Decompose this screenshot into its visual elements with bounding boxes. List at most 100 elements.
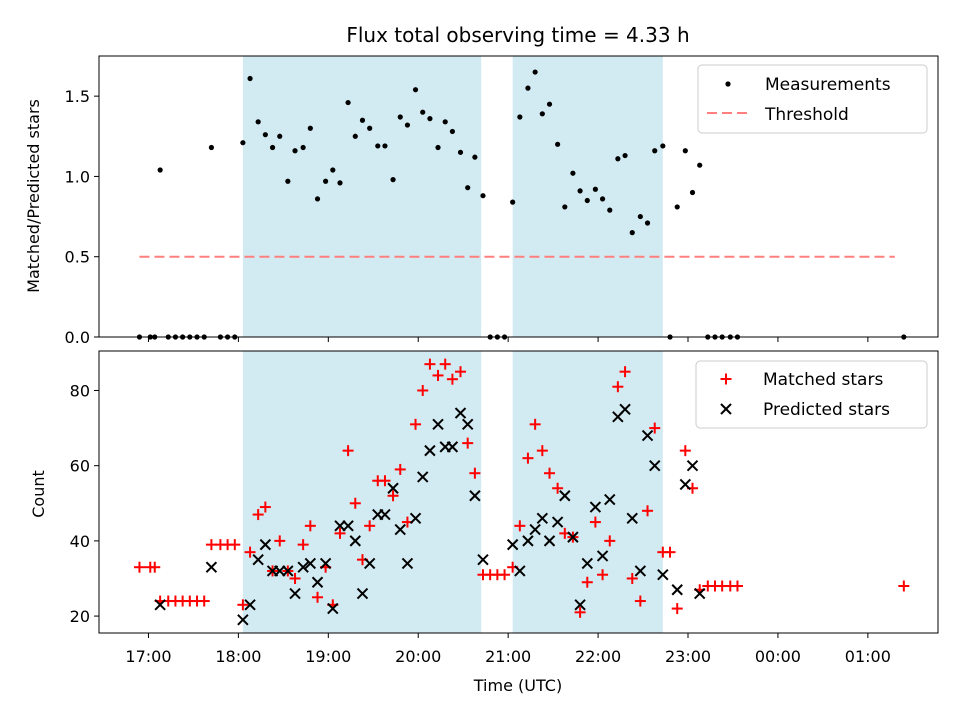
- measurement-point-10: [208, 144, 215, 151]
- matched-point-72: [671, 603, 683, 615]
- predicted-point-43: [567, 531, 579, 543]
- measurement-point-66: [629, 230, 635, 236]
- predicted-point-28: [432, 418, 444, 431]
- measurement-point-68: [644, 220, 651, 226]
- matched-point-41: [439, 358, 451, 370]
- legend-measurements-label: Measurements: [765, 75, 891, 95]
- matched-point-29: [349, 497, 361, 509]
- predicted-point-47: [596, 550, 609, 562]
- matched-point-16: [252, 509, 264, 521]
- predicted-point-31: [454, 407, 467, 419]
- predicted-point-45: [581, 557, 593, 570]
- xtick-label-3: 20:00: [395, 647, 441, 666]
- measurement-point-32: [375, 143, 381, 149]
- measurement-point-55: [546, 101, 553, 107]
- top-panel: 0.0 0.5 1.0 1.5 Matched/Predicted stars Mea…: [24, 55, 939, 347]
- bottom-shaded-span-0: [242, 351, 482, 633]
- matched-point-52: [522, 452, 534, 464]
- predicted-point-48: [604, 493, 616, 506]
- measurement-point-33: [382, 143, 388, 149]
- matched-point-43: [454, 366, 466, 378]
- predicted-point-38: [529, 523, 541, 536]
- measurement-point-23: [307, 125, 313, 131]
- predicted-point-22: [387, 482, 399, 494]
- predicted-point-21: [379, 508, 391, 521]
- measurement-point-63: [607, 207, 613, 213]
- measurement-point-14: [240, 140, 246, 146]
- matched-point-15: [244, 546, 256, 558]
- predicted-point-9: [289, 587, 301, 600]
- legend-predicted-cross: [720, 403, 732, 415]
- measurement-point-62: [599, 196, 606, 202]
- bottom-panel: 20 40 60 80 17:00 18:00 19:00 20:00 21:00 22:00 2…: [29, 350, 939, 695]
- measurement-point-57: [562, 204, 568, 210]
- top-ytick-label-2: 1.0: [65, 167, 90, 186]
- predicted-point-5: [259, 538, 272, 551]
- matched-point-34: [387, 490, 399, 502]
- measurement-point-15: [247, 75, 253, 82]
- top-y-axis-label: Matched/Predicted stars: [24, 99, 43, 293]
- matched-point-68: [642, 505, 654, 517]
- measurement-point-31: [367, 125, 373, 131]
- top-ytick-label-0: 0.0: [65, 328, 90, 347]
- measurement-point-29: [352, 133, 358, 139]
- predicted-point-8: [282, 565, 294, 577]
- xtick-label-7: 00:00: [755, 647, 801, 666]
- legend-matched-plus: [720, 373, 732, 385]
- predicted-point-3: [244, 599, 256, 611]
- measurement-point-64: [615, 156, 621, 162]
- measurement-point-3: [157, 167, 163, 173]
- measurement-point-30: [359, 117, 366, 123]
- matched-point-27: [334, 527, 346, 539]
- measurement-point-21: [292, 148, 298, 154]
- measurement-point-26: [330, 167, 336, 173]
- measurement-point-53: [532, 69, 538, 75]
- measurement-point-39: [427, 116, 433, 122]
- predicted-point-57: [679, 478, 692, 491]
- predicted-point-33: [469, 490, 481, 502]
- legend-predicted-marker: [720, 403, 732, 415]
- predicted-point-26: [417, 471, 429, 483]
- predicted-point-44: [574, 599, 586, 611]
- measurement-point-52: [525, 85, 531, 91]
- predicted-point-18: [356, 587, 369, 600]
- predicted-point-32: [461, 418, 474, 431]
- predicted-point-15: [334, 520, 346, 532]
- predicted-point-40: [543, 535, 556, 547]
- matched-point-62: [597, 569, 609, 581]
- bottom-ytick-label-1: 40: [70, 532, 90, 551]
- matched-point-81: [898, 580, 910, 592]
- top-panel-frame: [98, 55, 939, 338]
- predicted-point-39: [536, 512, 549, 525]
- measurement-point-34: [390, 177, 396, 183]
- matched-point-22: [297, 539, 309, 551]
- bottom-legend: Matched stars Predicted stars: [695, 360, 928, 429]
- matched-point-23: [304, 520, 316, 532]
- xtick-label-2: 19:00: [305, 647, 351, 666]
- matched-point-14: [237, 599, 249, 611]
- predicted-point-7: [274, 565, 286, 577]
- measurement-point-40: [435, 144, 441, 151]
- measurement-point-16: [255, 119, 261, 125]
- matched-point-35: [394, 463, 406, 475]
- measurement-point-20: [285, 178, 291, 184]
- legend-matched-label: Matched stars: [763, 370, 883, 390]
- measurement-point-46: [480, 193, 486, 199]
- predicted-point-58: [686, 459, 699, 472]
- matched-point-73: [679, 445, 691, 457]
- measurement-point-75: [697, 162, 703, 168]
- measurement-point-51: [517, 114, 523, 120]
- measurement-point-42: [449, 128, 456, 135]
- bottom-ytick-label-3: 80: [70, 381, 90, 400]
- matched-point-28: [342, 445, 354, 457]
- matched-point-45: [469, 467, 481, 479]
- matched-point-60: [581, 576, 593, 588]
- predicted-point-55: [657, 569, 669, 581]
- predicted-point-34: [477, 553, 489, 566]
- matched-point-49: [499, 569, 511, 581]
- measurement-point-37: [412, 87, 419, 93]
- matched-point-54: [536, 445, 548, 457]
- measurement-point-61: [592, 186, 598, 192]
- legend-matched-marker: [720, 373, 732, 385]
